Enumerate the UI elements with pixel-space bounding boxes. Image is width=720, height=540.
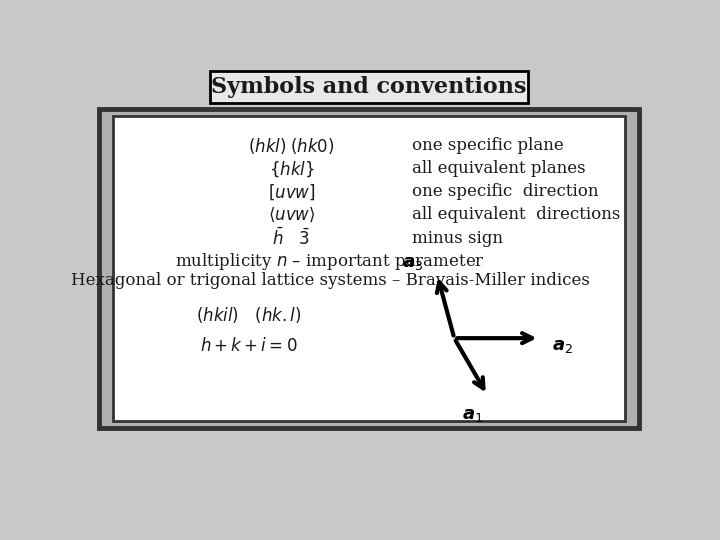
Text: minus sign: minus sign [412, 230, 503, 247]
Text: all equivalent  directions: all equivalent directions [412, 206, 620, 224]
Text: $\boldsymbol{a}_2$: $\boldsymbol{a}_2$ [552, 337, 573, 355]
Text: $\boldsymbol{a}_1$: $\boldsymbol{a}_1$ [462, 407, 483, 424]
Text: all equivalent planes: all equivalent planes [412, 160, 585, 177]
Text: one specific plane: one specific plane [412, 137, 563, 154]
Text: Symbols and conventions: Symbols and conventions [211, 76, 527, 98]
Text: $(hkil)\quad(hk.l)$: $(hkil)\quad(hk.l)$ [196, 305, 302, 325]
Text: multiplicity $n$ – important parameter: multiplicity $n$ – important parameter [175, 251, 485, 272]
FancyBboxPatch shape [113, 117, 625, 421]
Text: $\{hkl\}$: $\{hkl\}$ [269, 159, 315, 179]
FancyBboxPatch shape [210, 71, 528, 103]
Text: $h + k + i = 0$: $h + k + i = 0$ [200, 337, 297, 355]
Text: Hexagonal or trigonal lattice systems – Bravais-Miller indices: Hexagonal or trigonal lattice systems – … [71, 272, 590, 289]
Text: one specific  direction: one specific direction [412, 184, 598, 200]
Text: $[uvw]$: $[uvw]$ [268, 182, 315, 201]
Text: $\bar{h}\quad\bar{3}$: $\bar{h}\quad\bar{3}$ [272, 227, 310, 249]
Text: $\langle uvw \rangle$: $\langle uvw \rangle$ [268, 206, 315, 224]
Text: $\boldsymbol{a}_3$: $\boldsymbol{a}_3$ [402, 254, 423, 272]
FancyBboxPatch shape [99, 109, 639, 428]
Text: $(hkl)\;(hk0)$: $(hkl)\;(hk0)$ [248, 136, 335, 156]
